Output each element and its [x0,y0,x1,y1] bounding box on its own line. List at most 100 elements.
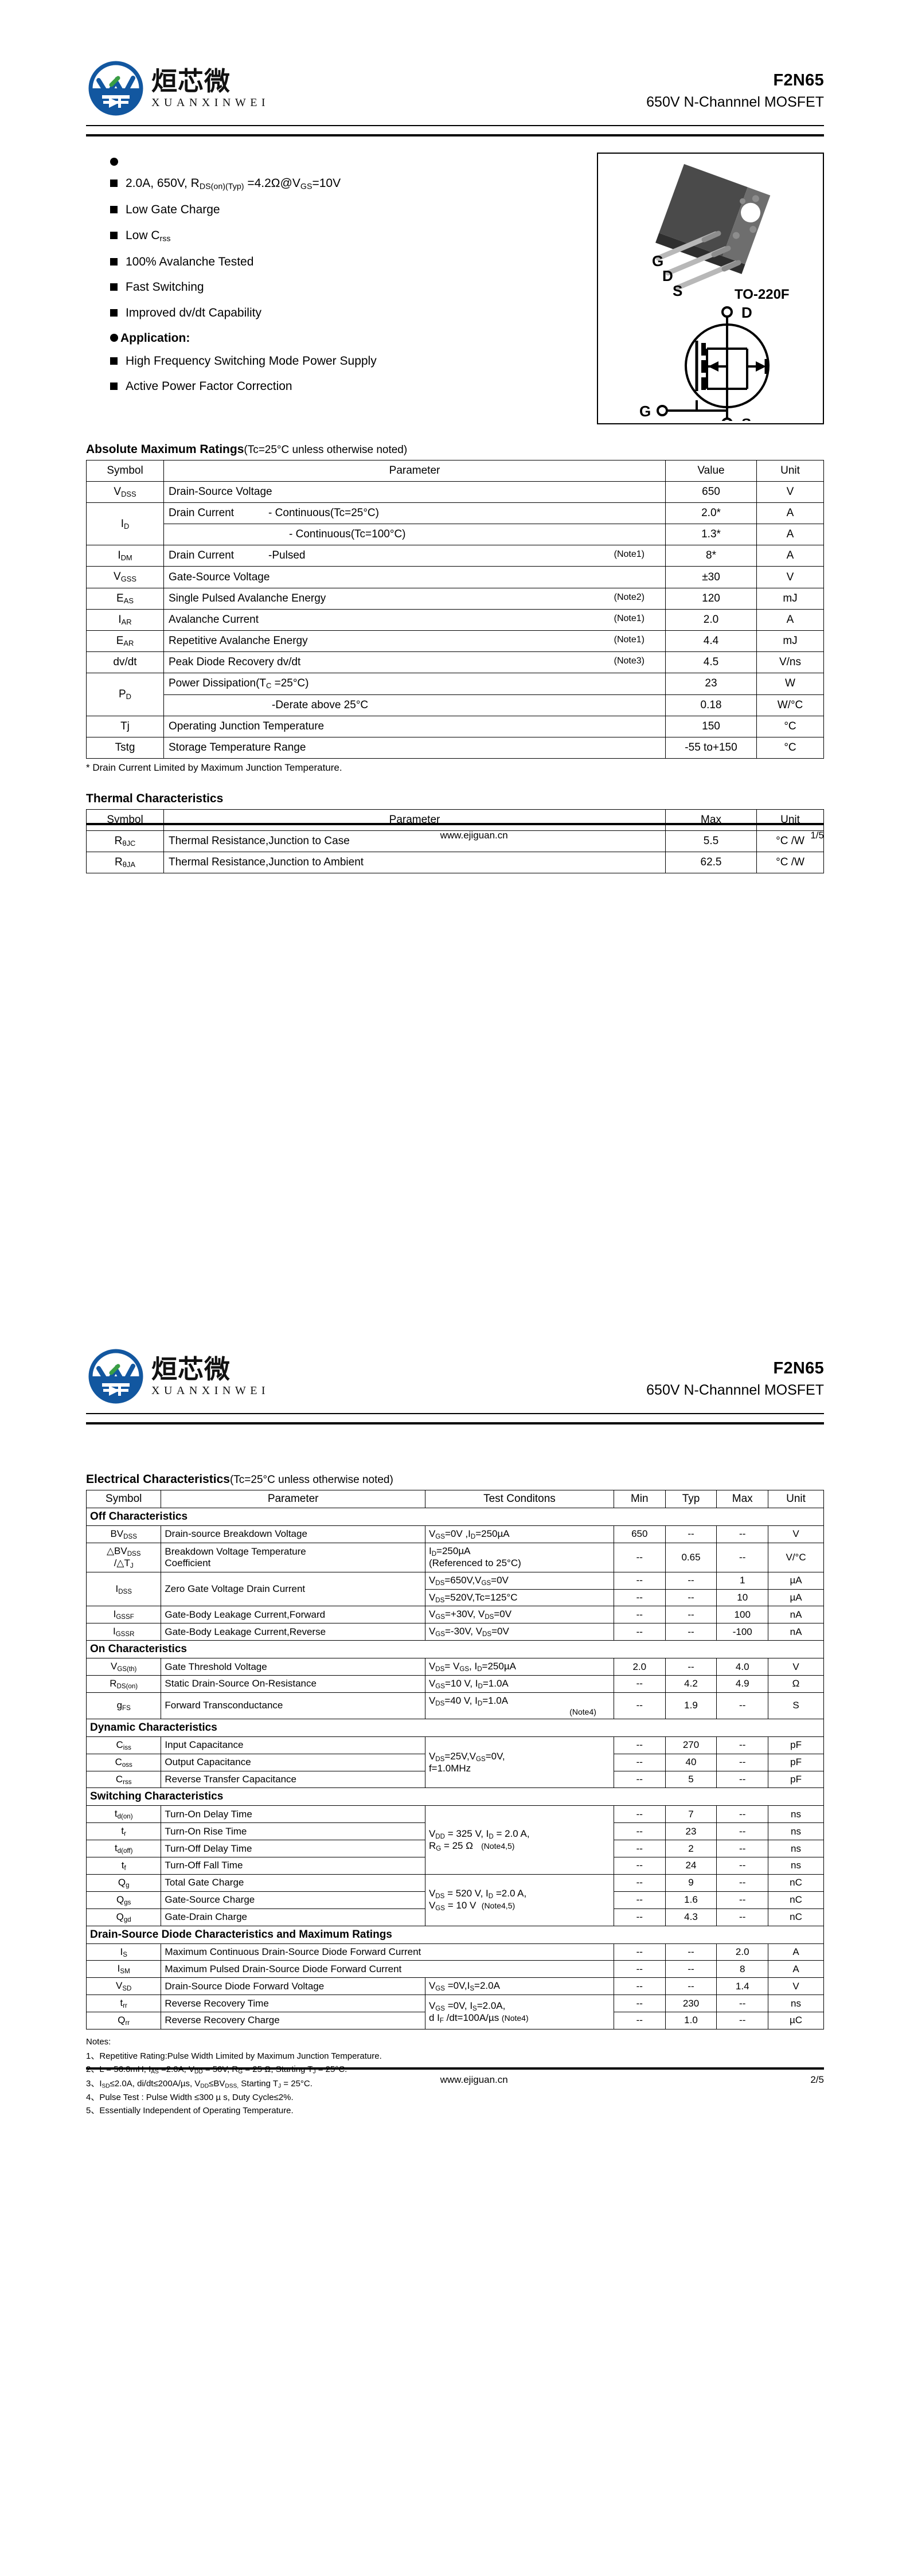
cell-typ: 2 [665,1840,717,1857]
cell-unit: V/°C [768,1542,824,1572]
amr-title-suffix: (Tc=25°C unless otherwise noted) [244,444,408,456]
col-symbol: Symbol [86,809,164,831]
header-rule-thin [86,125,824,126]
cell-unit: µA [768,1588,824,1607]
cell-max: -- [716,1822,769,1841]
cell-symbol: EAS [86,587,164,610]
cell-symbol: gFS [85,1692,162,1719]
header-rule-thick [86,134,824,136]
cell-min: -- [613,1606,666,1624]
table-row: dv/dt Peak Diode Recovery dv/dt (Note3) 4… [86,651,824,674]
features-list: 2.0A, 650V, RDS(on)(Typ) =4.2Ω@VGS=10V L… [86,153,589,424]
cell-typ: 270 [665,1736,717,1754]
group-title-dynamic: Dynamic Characteristics [86,1718,824,1737]
electrical-characteristics-title: Electrical Characteristics(Tc=25°C unles… [86,1473,824,1486]
table-row: VGS(th) Gate Threshold Voltage VDS= VGS,… [85,1658,824,1676]
col-parameter: Parameter [163,460,666,482]
cell-parameter: Thermal Resistance,Junction to Case [163,830,666,852]
col-unit: Unit [756,460,824,482]
footer-page-number: 2/5 [810,2074,824,2085]
cell-min: -- [613,1805,666,1824]
cell-max: 1.4 [716,1977,769,1996]
table-row: Qrr Reverse Recovery Charge -- 1.0 -- µC [85,2012,824,2029]
cell-unit: A [768,1943,824,1961]
cell-min: -- [613,1840,666,1857]
cell-typ: 1.9 [665,1692,717,1719]
square-bullet-icon [110,206,118,214]
cell-symbol: IS [85,1943,162,1961]
table-row: Qgd Gate-Drain Charge -- 4.3 -- nC [85,1908,824,1926]
cell-symbol: Qgd [85,1908,162,1926]
cell-unit: A [756,608,824,631]
cell-symbol: Qgs [85,1891,162,1909]
page-1-footer: www.ejiguan.cn 1/5 [86,822,824,841]
application-heading: Application: [110,331,589,346]
table-row: IDM Drain Current -Pulsed (Note1) 8* A [86,545,824,567]
cell-typ: 4.3 [665,1908,717,1926]
cell-symbol: trr [85,1995,162,2012]
cell-unit: ns [768,1822,824,1841]
cell-symbol: IGSSR [85,1623,162,1641]
note-item: 4、Pulse Test : Pulse Width ≤300 µ s, Dut… [86,2093,294,2103]
cell-symbol: tr [85,1822,162,1841]
cell-unit: V [768,1525,824,1543]
cell-symbol: tf [85,1857,162,1875]
cell-note: (Note1) [614,613,645,623]
part-number: F2N65 [773,71,824,89]
cell-min: -- [613,1542,666,1572]
group-header-row: Drain-Source Diode Characteristics and M… [86,1925,824,1944]
feature-item: Low Gate Charge [110,202,589,217]
table-row: Ciss Input Capacitance VDS=25V,VGS=0V, f=… [85,1736,824,1789]
cell-parameter: Drain-Source Diode Forward Voltage [161,1977,425,1996]
cell-unit: ns [768,1995,824,2012]
feature-text: 100% Avalanche Tested [126,255,254,269]
cell-parameter: Drain Current - Continuous(Tc=25°C) [163,502,666,525]
col-test-conditions: Test Conditons [424,1490,614,1508]
package-name: TO-220F [735,287,790,302]
cell-condition: VDD = 325 V, ID = 2.0 A, RG = 25 Ω (Note4… [424,1805,614,1875]
cell-unit: V/ns [756,651,824,674]
cell-parameter-main: Peak Diode Recovery dv/dt [169,656,301,669]
table-row: td(on) Turn-On Delay Time VDD = 325 V, I… [85,1805,824,1875]
table-row: VDS=520V,Tc=125°C -- -- 10 µA [87,1588,824,1607]
col-value: Value [665,460,757,482]
table-row: IGSSR Gate-Body Leakage Current,Reverse … [85,1623,824,1641]
part-description: 650V N-Channnel MOSFET [646,94,824,110]
cell-max: -- [716,1525,769,1543]
cell-typ: 24 [665,1857,717,1875]
cell-value: 2.0* [665,502,757,525]
cell-max: 10 [716,1588,769,1607]
square-bullet-icon [110,283,118,291]
notes-heading: Notes: [86,2036,111,2047]
table-row: - Continuous(Tc=100°C) 1.3* A [87,524,824,546]
cell-parameter: Operating Junction Temperature [163,715,666,737]
amr-footnote: * Drain Current Limited by Maximum Junct… [86,762,342,773]
cell-unit: A [768,1960,824,1978]
cell-value: 4.5 [665,651,757,674]
cell-typ: -- [665,1943,717,1961]
cell-symbol: IDSS [85,1571,162,1607]
application-text: Active Power Factor Correction [126,380,292,393]
cell-condition: VGS=0V ,ID=250µA [424,1525,614,1543]
cell-parameter: Reverse Transfer Capacitance [161,1770,425,1789]
cell-parameter: Breakdown Voltage Temperature Coefficient [161,1542,425,1572]
svg-text:G: G [639,403,651,420]
cell-unit: ns [768,1857,824,1875]
cell-unit: A [756,545,824,567]
group-header-row: Switching Characteristics [86,1787,824,1806]
table-row: Qg Total Gate Charge VDS = 520 V, ID =2.… [85,1874,824,1926]
cell-max: -- [716,2012,769,2029]
col-typ: Typ [665,1490,717,1508]
cell-unit: nA [768,1606,824,1624]
cell-parameter: Peak Diode Recovery dv/dt (Note3) [163,651,666,674]
cell-min: -- [613,1588,666,1607]
cell-max: 4.9 [716,1675,769,1693]
cell-symbol: Qrr [85,2012,162,2029]
page-header: 烜芯微 XUANXINWEI F2N65 650V N-Channnel MOS… [86,31,824,118]
cell-unit: V [756,566,824,588]
cell-min: 650 [613,1525,666,1543]
cell-unit: pF [768,1753,824,1771]
xuanxinwei-logo-icon [86,1346,146,1406]
cell-parameter: Reverse Recovery Charge [161,2012,425,2029]
cell-parameter-main: Drain Current [169,549,235,562]
